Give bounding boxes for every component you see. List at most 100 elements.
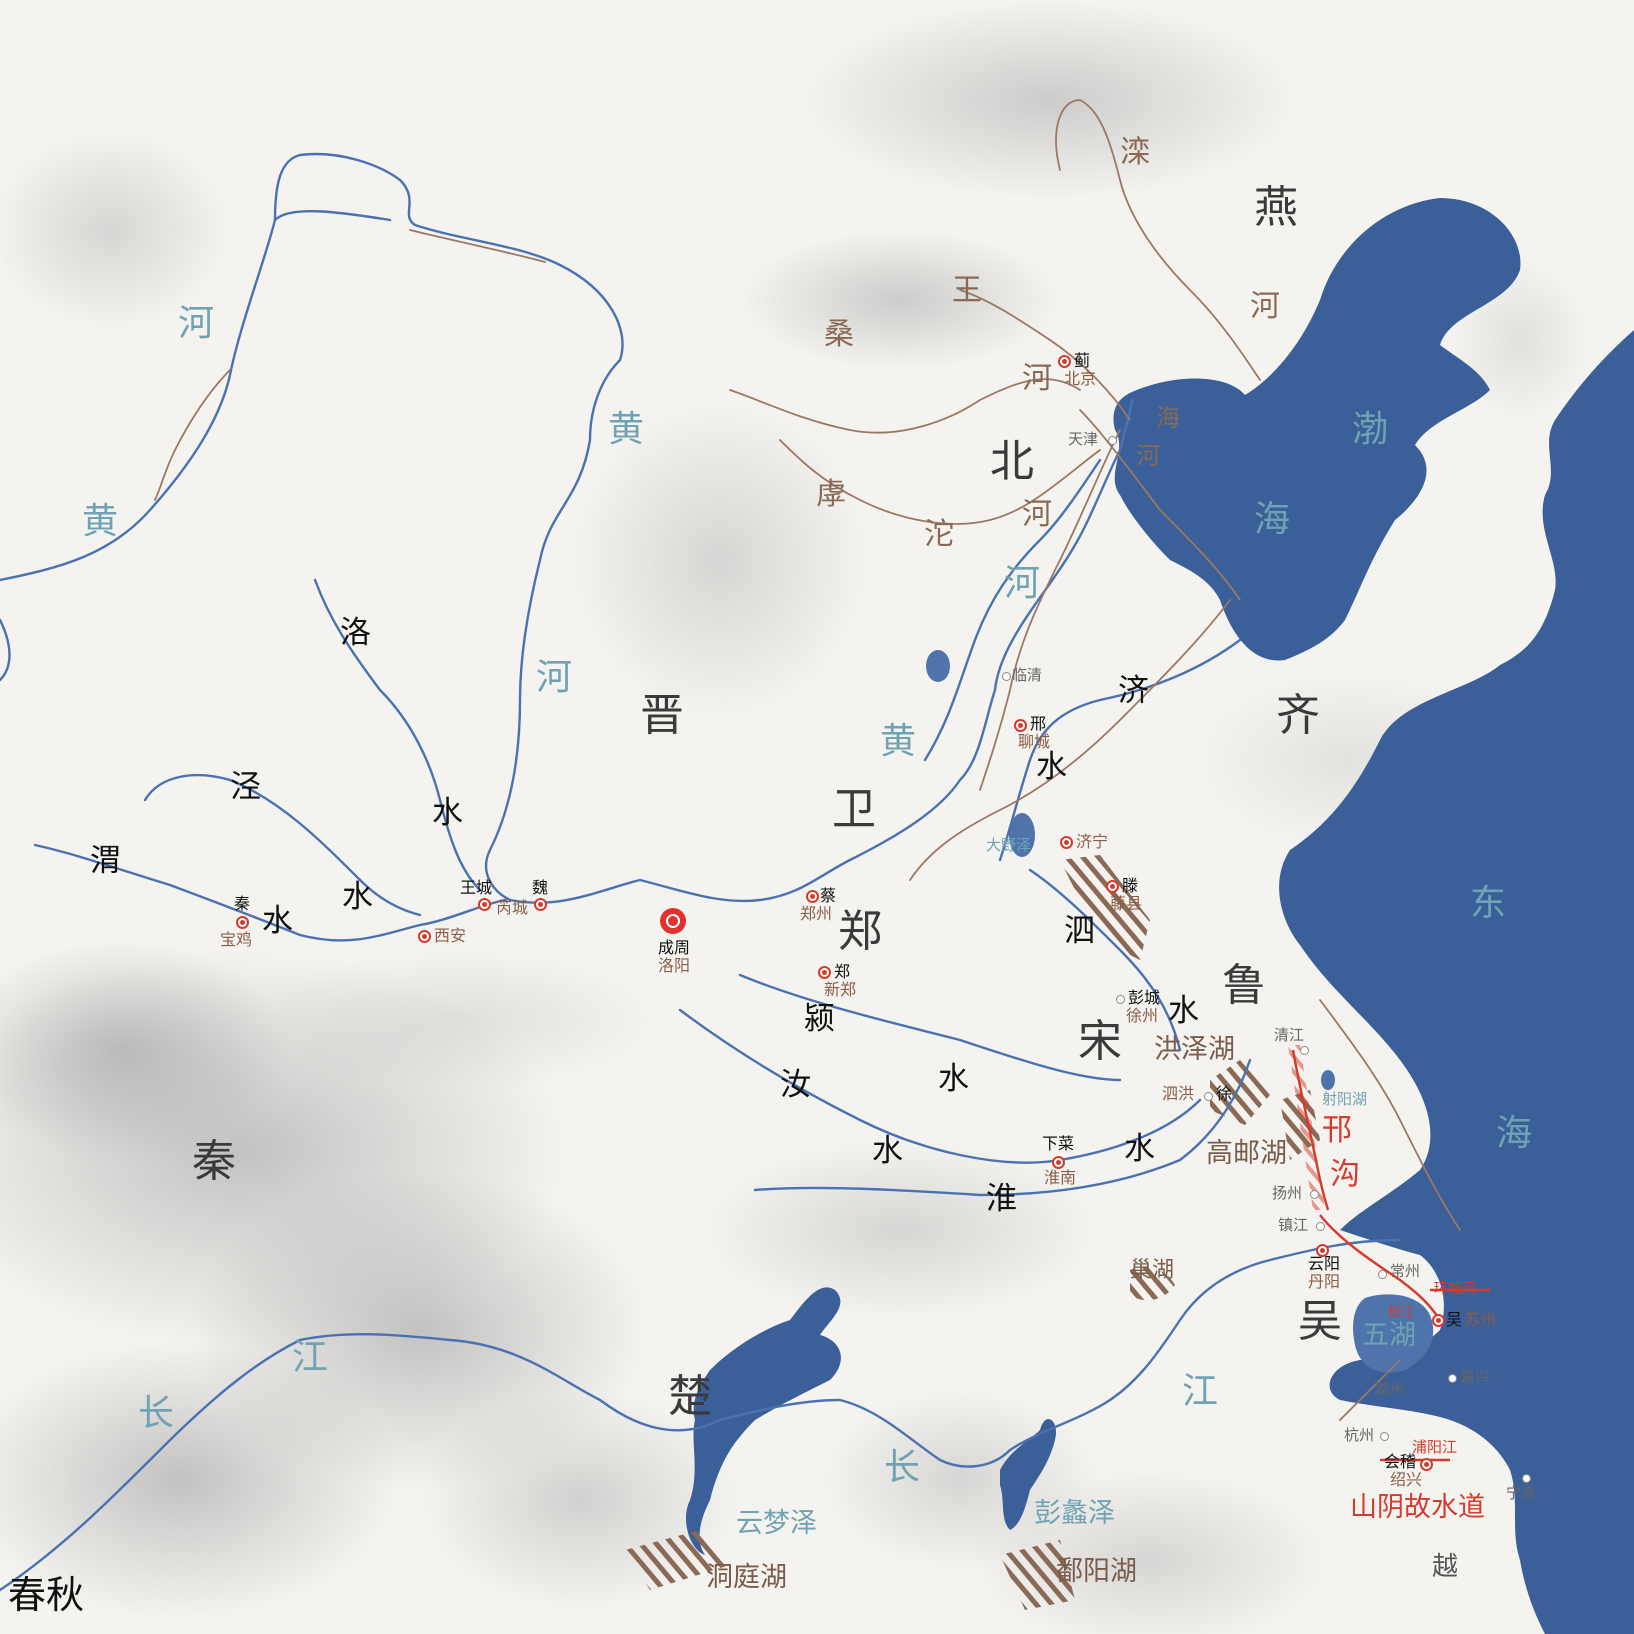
city-kuaiji-modern: 绍兴 (1390, 1470, 1423, 1489)
city-teng-ancient: 滕 (1122, 876, 1139, 895)
sishui-1: 泗 (1064, 913, 1095, 949)
weishui-3: 水 (342, 879, 373, 915)
city-linqing-marker (1002, 672, 1011, 681)
state-qin: 秦 (192, 1136, 236, 1187)
city-changzhou-marker (1378, 1270, 1387, 1279)
city-hangzhou-marker (1380, 1432, 1389, 1441)
huanghe-nw-1: 河 (178, 303, 215, 344)
sanggan-2: 桑 (824, 317, 854, 352)
sanggan-1: 王 (952, 273, 982, 308)
hongze-label: 洪泽湖 (1154, 1034, 1235, 1065)
luoshui-1: 洛 (340, 615, 371, 651)
taihu (1353, 1294, 1434, 1373)
huanghe-loop (273, 209, 392, 222)
luanhe-1: 滦 (1120, 135, 1150, 170)
city-teng-modern: 藤县 (1110, 894, 1143, 913)
state-qi: 齐 (1276, 690, 1320, 741)
state-jin: 晋 (640, 690, 684, 741)
changjiang-w-1: 长 (138, 1393, 175, 1434)
state-chu: 楚 (668, 1371, 712, 1422)
city-xian-marker (418, 930, 431, 943)
sishui-2: 水 (1168, 993, 1199, 1029)
sanggan-3: 河 (1022, 361, 1052, 396)
city-yunyang-ancient: 云阳 (1308, 1254, 1341, 1273)
luanhe (1055, 99, 1261, 381)
jingshui-1: 泾 (230, 769, 261, 805)
brown-river-ne (409, 229, 546, 263)
changjiang-e-1: 长 (884, 1447, 921, 1488)
city-wu-marker (1432, 1314, 1445, 1327)
bohai-2: 海 (1254, 499, 1291, 540)
weishui-1: 渭 (90, 843, 121, 879)
sanggan (959, 289, 1131, 421)
huanghe-nw-2: 黄 (82, 501, 119, 542)
luoshui-2: 水 (432, 795, 463, 831)
city-wangcheng-modern: 芮城 (496, 898, 529, 917)
huanghe-low-1: 黄 (880, 721, 917, 762)
city-ji-modern: 北京 (1064, 369, 1097, 388)
city-tianjin-marker (1108, 436, 1117, 445)
pengli-label: 彭蠡泽 (1034, 1498, 1115, 1529)
city-qin-modern: 宝鸡 (220, 930, 253, 949)
state-wu: 吴 (1298, 1296, 1342, 1347)
city-yunyang-modern: 丹阳 (1308, 1272, 1341, 1291)
brown-river-nw (154, 369, 231, 501)
east-sea (1279, 330, 1634, 1634)
puyang-label: 浦阳江 (1412, 1438, 1458, 1456)
poyang-label: 鄱阳湖 (1056, 1556, 1137, 1587)
city-zheng-modern: 新郑 (824, 980, 857, 999)
brown-haihe (1079, 409, 1241, 601)
zhangshui (729, 378, 1081, 434)
jishui-1: 济 (1118, 673, 1149, 709)
city-zheng-marker (818, 966, 831, 979)
daye-ze (1009, 813, 1035, 857)
city-yangzhou: 扬州 (1272, 1184, 1303, 1202)
chaohu-label: 巢湖 (1130, 1258, 1175, 1283)
city-jining-modern: 济宁 (1076, 832, 1109, 851)
yingshui-2: 水 (938, 1061, 969, 1097)
city-xiacai-ancient: 下菜 (1042, 1134, 1075, 1153)
city-kuaiji-marker (1420, 1458, 1433, 1471)
gaoyou-label: 高邮湖 (1206, 1138, 1287, 1169)
brown-river-north (979, 429, 1121, 791)
hangou-1: 邗 (1322, 1113, 1352, 1148)
city-kuaiji-ancient: 会稽 (1384, 1452, 1417, 1471)
donghai-2: 海 (1496, 1113, 1533, 1154)
city-xing-modern: 聊城 (1018, 732, 1051, 751)
city-wu-modern: 苏州 (1464, 1310, 1497, 1329)
sheyang-lake (1321, 1070, 1335, 1090)
state-yan: 燕 (1254, 182, 1298, 233)
rivers (0, 152, 1402, 1592)
changjiang (0, 1238, 1402, 1592)
city-pengcheng-modern: 徐州 (1126, 1006, 1159, 1025)
rushui-1: 汝 (780, 1067, 811, 1103)
city-jiaxing: 嘉兴 (1460, 1368, 1491, 1386)
daye-label: 大野泽 (986, 836, 1032, 854)
huanghe-main (0, 152, 1134, 904)
city-wangcheng-marker (478, 898, 491, 911)
brown-river-east (909, 599, 1231, 881)
donghai-1: 东 (1470, 883, 1507, 924)
city-yangzhou-marker (1310, 1190, 1319, 1199)
hutuo (779, 439, 1101, 525)
city-ji-marker (1058, 355, 1071, 368)
tributary-rivers (154, 99, 1461, 1421)
weishui-2: 水 (262, 903, 293, 939)
city-xu-marker (1204, 1092, 1213, 1101)
city-xiacai-marker (1052, 1156, 1065, 1169)
city-xu-ancient: 徐 (1216, 1084, 1233, 1103)
rushui (678, 1008, 1202, 1164)
bohai-1: 渤 (1352, 409, 1389, 450)
city-zhenjiang-marker (1316, 1222, 1325, 1231)
changjiang-e-2: 江 (1182, 1371, 1219, 1412)
sheyang-label: 射阳湖 (1322, 1090, 1368, 1108)
huanghe-lower-branch (923, 458, 1102, 762)
changjiang-w-2: 江 (292, 1337, 329, 1378)
seas (685, 198, 1634, 1634)
yingshui (738, 973, 1122, 1082)
city-qin-ancient: 秦 (234, 894, 251, 913)
state-zheng: 郑 (838, 906, 882, 957)
yingshui-1: 颍 (804, 1001, 835, 1037)
huanghe-mid-2: 河 (536, 657, 573, 698)
